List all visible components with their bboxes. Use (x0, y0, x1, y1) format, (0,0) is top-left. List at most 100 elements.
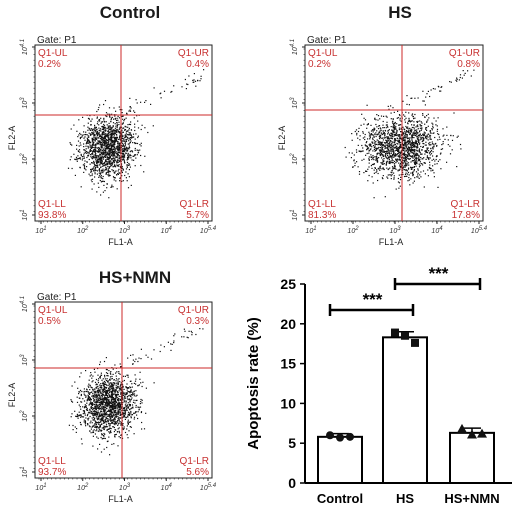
event-dot (109, 389, 111, 391)
event-dot (124, 397, 126, 399)
event-dot (83, 152, 85, 154)
event-dot (405, 136, 407, 138)
event-dot (112, 176, 115, 178)
event-dot (404, 119, 406, 121)
event-dot (110, 118, 112, 121)
event-dot (396, 123, 398, 125)
event-dot (396, 132, 398, 134)
event-dot (106, 167, 108, 169)
event-dot (387, 132, 389, 134)
event-dot (114, 382, 116, 384)
event-dot (114, 429, 116, 431)
event-dot (382, 178, 384, 180)
event-dot (357, 166, 359, 168)
event-dot (111, 140, 113, 142)
event-dot (406, 141, 408, 143)
event-dot (124, 142, 126, 144)
event-dot (108, 397, 110, 399)
event-dot (114, 391, 116, 393)
event-dot (123, 140, 126, 142)
event-dot (383, 149, 385, 151)
event-dot (428, 144, 430, 146)
event-dot (115, 156, 117, 158)
event-dot (399, 114, 401, 117)
event-dot (385, 161, 388, 163)
event-dot (192, 79, 194, 81)
event-dot (376, 153, 378, 155)
event-dot (106, 164, 108, 166)
event-dot (76, 158, 78, 160)
event-dot (79, 157, 81, 159)
event-dot (102, 131, 104, 133)
event-dot (107, 375, 109, 377)
event-dot (103, 410, 105, 412)
event-dot (101, 395, 103, 397)
event-dot (414, 142, 416, 144)
event-dot (124, 414, 126, 416)
event-dot (111, 415, 114, 417)
event-dot (407, 123, 409, 125)
event-dot (108, 172, 110, 174)
event-dot (78, 411, 80, 413)
event-dot (131, 159, 133, 161)
event-dot (117, 129, 119, 131)
event-dot (370, 143, 372, 145)
event-dot (107, 399, 109, 402)
event-dot (102, 388, 105, 390)
event-dot (115, 389, 117, 392)
event-dot (392, 118, 394, 120)
y-tick-label: 102 (290, 153, 299, 165)
event-dot (418, 141, 420, 143)
event-dot (124, 393, 126, 395)
event-dot (393, 142, 395, 144)
event-dot (408, 158, 410, 160)
event-dot (409, 132, 411, 134)
event-dot (88, 399, 90, 401)
event-dot (127, 423, 129, 425)
event-dot (404, 157, 407, 159)
event-dot (110, 420, 112, 422)
event-dot (82, 398, 84, 400)
event-dot (380, 135, 382, 137)
event-dot (98, 422, 101, 424)
x-tick-label: 103 (389, 226, 401, 235)
event-dot (422, 158, 424, 160)
event-dot (133, 416, 136, 418)
event-dot (87, 145, 89, 147)
event-dot (99, 144, 101, 146)
event-dot (71, 413, 73, 415)
event-dot (409, 152, 411, 154)
event-dot (84, 423, 86, 425)
event-dot (102, 163, 104, 165)
quadrant-ur-percent: 0.3% (186, 316, 209, 327)
event-dot (131, 150, 133, 152)
event-dot (126, 374, 128, 376)
event-dot (118, 124, 120, 126)
event-dot (403, 152, 405, 154)
event-dot (119, 406, 122, 408)
event-dot (101, 433, 103, 435)
event-dot (82, 416, 85, 418)
event-dot (117, 423, 119, 425)
event-dot (377, 140, 379, 142)
event-dot (116, 382, 118, 384)
event-dot (139, 378, 141, 380)
event-dot (393, 152, 395, 154)
event-dot (99, 425, 101, 427)
event-dot (88, 404, 90, 406)
event-dot (130, 155, 132, 157)
event-dot (97, 182, 99, 184)
event-dot (416, 150, 418, 152)
event-dot (99, 134, 101, 136)
event-dot (100, 156, 102, 158)
event-dot (130, 416, 132, 418)
event-dot (404, 162, 406, 164)
event-dot (188, 75, 190, 77)
event-dot (354, 130, 356, 133)
event-dot (404, 145, 407, 147)
event-dot (390, 126, 392, 128)
event-dot (381, 151, 383, 153)
event-dot (370, 124, 372, 126)
event-dot (101, 408, 104, 410)
event-dot (410, 131, 413, 133)
